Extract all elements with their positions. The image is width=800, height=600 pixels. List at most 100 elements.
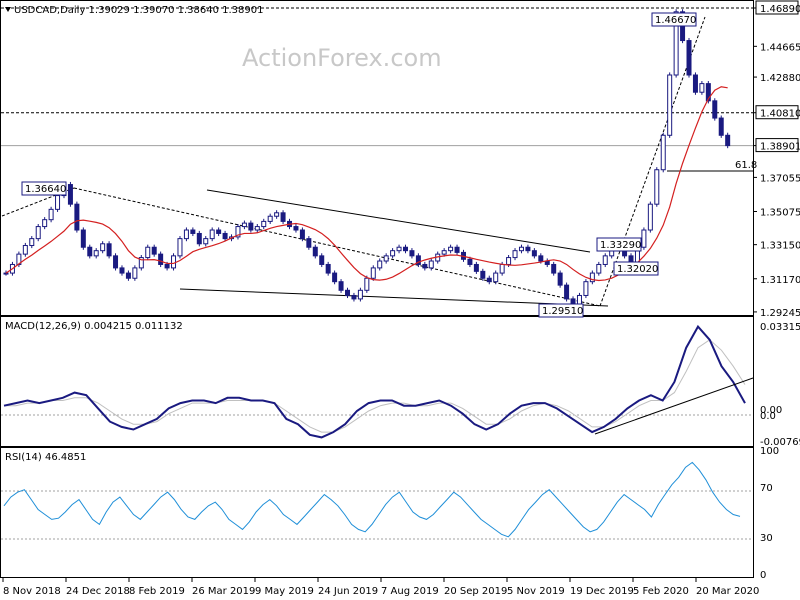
time-tick-label: 5 Feb 2020 bbox=[633, 586, 689, 597]
candle-body bbox=[673, 11, 679, 76]
macd-tick-label: -0.00769 bbox=[760, 437, 800, 448]
candle-body bbox=[145, 246, 151, 259]
candle-body bbox=[692, 74, 698, 93]
candle-body bbox=[557, 272, 563, 286]
price-tick-label: 1.37055 bbox=[760, 173, 800, 184]
candle-body bbox=[158, 253, 164, 265]
candle-body bbox=[396, 246, 402, 252]
candle-body bbox=[3, 272, 9, 275]
annotation-label: 1.32020 bbox=[617, 264, 658, 275]
time-tick-label: 20 Mar 2020 bbox=[696, 586, 759, 597]
price-tick-label: 1.40810 bbox=[760, 109, 800, 120]
rsi-panel bbox=[0, 447, 754, 578]
candle-body bbox=[241, 222, 247, 228]
candle-body bbox=[67, 184, 73, 205]
candle-body bbox=[125, 272, 131, 279]
lower-channel-line bbox=[179, 288, 609, 307]
candle-body bbox=[564, 284, 570, 300]
macd-panel bbox=[0, 316, 754, 447]
price-level-box bbox=[755, 138, 799, 153]
candle-body bbox=[357, 289, 363, 300]
candle-body bbox=[171, 255, 177, 269]
candle-body bbox=[686, 40, 692, 76]
candle-body bbox=[177, 238, 183, 257]
time-axis: 8 Nov 2018 24 Dec 2018 8 Feb 2019 26 Mar 20… bbox=[2, 578, 759, 597]
watermark: ActionForex.com bbox=[242, 44, 442, 72]
price-tick-label: 1.44665 bbox=[760, 42, 800, 53]
candle-body bbox=[29, 238, 35, 247]
annotation-box bbox=[538, 303, 584, 318]
macd-trend-line bbox=[594, 377, 754, 435]
macd-title: MACD(12,26,9) 0.004215 0.011132 bbox=[5, 321, 183, 332]
candle-body bbox=[377, 260, 383, 269]
candle-body bbox=[390, 250, 396, 257]
candle-body bbox=[718, 117, 724, 136]
candle-body bbox=[602, 255, 608, 265]
macd-tick-label: 0.033155 bbox=[760, 322, 800, 333]
candle-body bbox=[448, 246, 454, 252]
candle-body bbox=[235, 226, 241, 238]
candle-body bbox=[113, 255, 119, 269]
price-tick-label: 1.38901 bbox=[760, 142, 800, 153]
price-level-box bbox=[755, 0, 799, 15]
time-tick-label: 5 Nov 2019 bbox=[507, 586, 565, 597]
candle-body bbox=[209, 229, 215, 240]
candle-body bbox=[216, 229, 222, 234]
price-tick-label: 1.33150 bbox=[760, 241, 800, 252]
rsi-axis: 100 70 30 0 bbox=[760, 446, 779, 581]
candle-body bbox=[641, 229, 647, 248]
macd-tick-label: 0.00 bbox=[760, 405, 782, 416]
candle-body bbox=[654, 169, 660, 205]
time-tick-label: 9 May 2019 bbox=[255, 586, 314, 597]
candle-body bbox=[364, 277, 370, 291]
annotation-label: 1.33290 bbox=[600, 240, 641, 251]
price-tick-label: 1.42880 bbox=[760, 73, 800, 84]
macd-signal-line bbox=[4, 339, 746, 433]
moving-average-line bbox=[5, 86, 728, 282]
header-title: USDCAD,Daily 1.39029 1.39070 1.38640 1.3… bbox=[5, 5, 264, 16]
candle-body bbox=[119, 267, 125, 274]
time-tick-label: 7 Aug 2019 bbox=[381, 586, 439, 597]
candle-body bbox=[325, 263, 331, 274]
candle-body bbox=[55, 195, 61, 210]
price-tick-label: 1.29245 bbox=[760, 308, 800, 319]
candle-body bbox=[667, 74, 673, 136]
candle-body bbox=[551, 263, 557, 274]
time-tick-label: 19 Dec 2019 bbox=[570, 586, 634, 597]
candle-body bbox=[196, 232, 202, 245]
candle-body bbox=[351, 294, 357, 300]
candle-body bbox=[280, 212, 286, 222]
rsi-tick-label: 0 bbox=[760, 570, 766, 581]
candle-body bbox=[164, 263, 170, 269]
candle-body bbox=[467, 258, 473, 265]
candle-body bbox=[87, 246, 93, 257]
time-tick-label: 8 Feb 2019 bbox=[129, 586, 185, 597]
candle-body bbox=[138, 257, 144, 269]
time-tick-label: 20 Sep 2019 bbox=[444, 586, 507, 597]
annotation-box bbox=[651, 12, 697, 27]
rsi-tick-label: 70 bbox=[760, 483, 773, 494]
price-annotations: 1.46670 1.36640 1.33290 1.32020 1.29510 61.8 bbox=[21, 12, 757, 318]
candle-body bbox=[222, 232, 228, 240]
candle-body bbox=[183, 229, 189, 240]
candle-body bbox=[35, 226, 41, 240]
candle-body bbox=[106, 243, 112, 257]
level-lines bbox=[1, 7, 753, 147]
candle-body bbox=[293, 226, 299, 231]
candle-body bbox=[480, 270, 486, 279]
candle-body bbox=[132, 267, 138, 279]
candle-body bbox=[100, 243, 106, 252]
candle-body bbox=[80, 229, 86, 248]
candle-body bbox=[254, 226, 260, 231]
candle-body bbox=[518, 246, 524, 252]
candle-body bbox=[332, 272, 338, 283]
candle-body bbox=[274, 212, 280, 217]
time-tick-label: 24 Dec 2018 bbox=[66, 586, 130, 597]
price-tick-label: 1.31170 bbox=[760, 275, 800, 286]
time-tick-label: 24 Jun 2019 bbox=[318, 586, 378, 597]
candle-body bbox=[248, 222, 254, 231]
candle-body bbox=[338, 281, 344, 291]
annotation-label: 1.29510 bbox=[542, 306, 583, 317]
symbol-info: USDCAD,Daily 1.39029 1.39070 1.38640 1.3… bbox=[14, 5, 264, 16]
candle-body bbox=[312, 246, 318, 257]
